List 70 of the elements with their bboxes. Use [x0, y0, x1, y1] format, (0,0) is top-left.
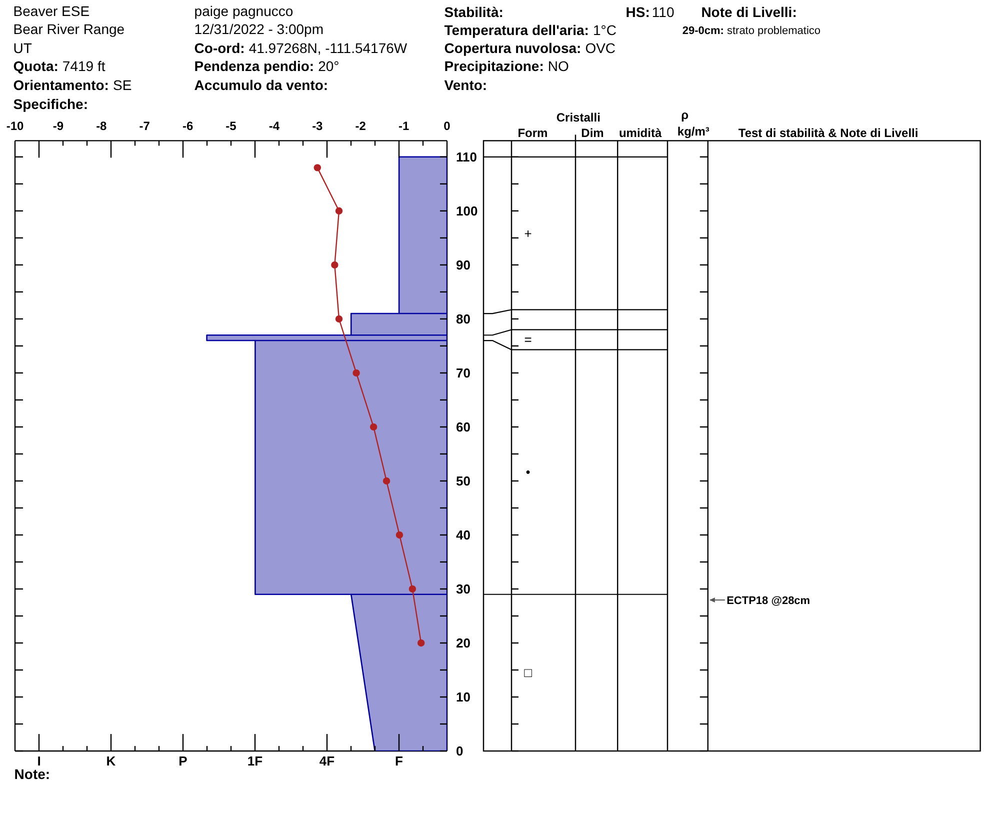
y-tick-label: 50	[456, 474, 470, 489]
text: Quota:	[13, 58, 58, 74]
y-tick-label: 20	[456, 636, 470, 651]
text: Co-ord:	[194, 40, 245, 56]
x-tick-label: 4F	[319, 754, 335, 768]
text: Orientamento:	[13, 77, 109, 93]
y-tick-label: 0	[456, 744, 464, 759]
text: 7419 ft	[62, 58, 106, 74]
text: paige pagnucco	[194, 2, 294, 18]
x2-tick-label: -7	[139, 119, 150, 133]
y-tick-label: 70	[456, 366, 470, 381]
x2-tick-label: -9	[52, 119, 64, 133]
text: umidità	[618, 126, 662, 140]
x2-tick-label: -4	[268, 119, 280, 133]
y-tick-label: 40	[456, 528, 470, 543]
text: Specifiche:	[13, 96, 88, 112]
text: Test di stabilità & Note di Livelli	[738, 126, 918, 140]
x2-tick-label: -8	[96, 119, 108, 133]
text: Beaver ESE	[13, 2, 90, 18]
text: Bear River Range	[13, 21, 125, 38]
x-tick-label: 1F	[247, 754, 263, 768]
text: Note:	[14, 766, 50, 782]
x2-tick-label: -5	[226, 119, 237, 133]
text: Stabilità:	[444, 4, 504, 20]
text: □	[524, 665, 532, 680]
text: Copertura nuvolosa:	[444, 40, 582, 56]
text: Dim	[581, 126, 604, 140]
text: =	[524, 332, 532, 348]
x-tick-label: P	[178, 754, 188, 768]
text: strato problematico	[726, 25, 821, 37]
x2-tick-label: -6	[182, 119, 194, 133]
x-tick-label: K	[106, 754, 116, 768]
text: Precipitazione:	[444, 58, 544, 74]
y-tick-label: 110	[456, 150, 477, 165]
y-tick-label: 80	[456, 312, 470, 327]
text: 41.97268N, -111.54176W	[248, 40, 408, 56]
text: UT	[13, 40, 32, 56]
y-tick-label: 90	[456, 258, 470, 273]
text: SE	[112, 77, 132, 93]
x-tick-label: I	[37, 754, 41, 768]
text: 29-0cm:	[682, 25, 724, 37]
x2-tick-label: 0	[444, 119, 451, 133]
text: Vento:	[444, 76, 488, 92]
text: 12/31/2022 - 3:00pm	[194, 21, 324, 38]
text: Temperatura dell'aria:	[444, 22, 589, 38]
text: Accumulo da vento:	[194, 77, 328, 93]
y-tick-label: 30	[456, 582, 470, 597]
x-tick-label: F	[395, 754, 404, 768]
y-tick-label: 60	[456, 420, 470, 435]
text: NO	[548, 58, 569, 74]
text: Cristalli	[556, 110, 600, 124]
text: •	[526, 464, 531, 480]
x2-tick-label: -1	[398, 119, 410, 133]
text: ECTP18 @28cm	[726, 594, 810, 607]
text: +	[524, 226, 532, 241]
text: Pendenza pendio:	[194, 58, 314, 74]
x2-tick-label: -3	[312, 119, 324, 133]
text: ρ	[681, 108, 689, 122]
text: HS:	[626, 4, 650, 20]
x2-tick-label: -2	[355, 119, 366, 133]
text: Form	[518, 126, 548, 140]
text: Note di Livelli:	[701, 4, 797, 20]
text: 110	[652, 4, 674, 20]
text: OVC	[585, 40, 616, 56]
y-tick-label: 100	[456, 204, 478, 219]
text: 1°C	[592, 22, 616, 38]
text: 20°	[318, 58, 340, 74]
x2-tick-label: -10	[6, 119, 24, 133]
y-tick-label: 10	[456, 690, 470, 705]
text: kg/m³	[677, 124, 710, 138]
